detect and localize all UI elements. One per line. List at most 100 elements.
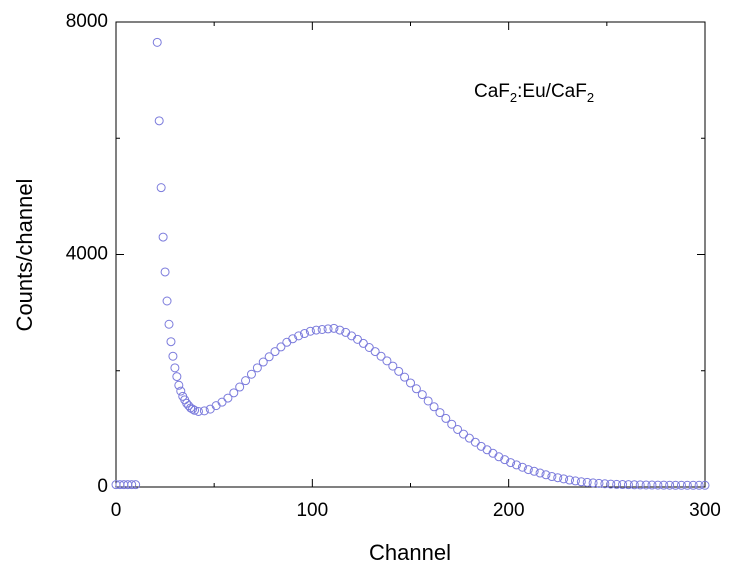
data-point bbox=[168, 351, 178, 361]
data-point bbox=[582, 477, 592, 487]
data-point bbox=[258, 357, 268, 367]
data-point bbox=[305, 326, 315, 336]
data-point bbox=[447, 419, 457, 429]
data-point bbox=[500, 455, 510, 465]
data-point bbox=[700, 480, 710, 490]
data-point bbox=[217, 397, 227, 407]
data-point bbox=[188, 404, 198, 414]
data-point bbox=[623, 480, 633, 490]
data-point bbox=[606, 479, 616, 489]
data-point bbox=[570, 476, 580, 486]
data-point bbox=[193, 406, 203, 416]
data-point bbox=[246, 369, 256, 379]
data-point bbox=[400, 372, 410, 382]
data-point bbox=[506, 458, 516, 468]
data-point bbox=[665, 480, 675, 490]
x-tick-label: 200 bbox=[493, 500, 525, 521]
data-point bbox=[223, 393, 233, 403]
data-point bbox=[241, 376, 251, 386]
data-point bbox=[252, 363, 262, 373]
data-point bbox=[635, 480, 645, 490]
data-point bbox=[612, 479, 622, 489]
data-point bbox=[323, 324, 333, 334]
data-point bbox=[270, 347, 280, 357]
data-point bbox=[453, 424, 463, 434]
data-point bbox=[370, 347, 380, 357]
data-point bbox=[629, 480, 639, 490]
data-point bbox=[641, 480, 651, 490]
data-point bbox=[488, 448, 498, 458]
data-point bbox=[406, 378, 415, 388]
data-point bbox=[176, 386, 186, 396]
data-point bbox=[553, 473, 563, 483]
y-tick-label: 4000 bbox=[66, 244, 108, 265]
data-point bbox=[647, 480, 657, 490]
data-point bbox=[199, 406, 209, 416]
data-point bbox=[162, 296, 172, 306]
data-point bbox=[158, 232, 168, 242]
data-point bbox=[512, 460, 522, 470]
annotation-part: CaF bbox=[474, 81, 510, 102]
data-point bbox=[600, 479, 610, 489]
annotation-subscript: 2 bbox=[587, 90, 594, 105]
data-point bbox=[429, 402, 439, 412]
data-point bbox=[382, 356, 392, 366]
data-point bbox=[676, 480, 686, 490]
y-tick-label: 8000 bbox=[66, 11, 108, 32]
data-point bbox=[347, 331, 357, 341]
data-point bbox=[694, 480, 704, 490]
data-point bbox=[160, 267, 170, 277]
data-point bbox=[335, 325, 345, 335]
annotation: CaF2:Eu/CaF2 bbox=[474, 81, 594, 105]
data-point bbox=[494, 452, 504, 462]
x-axis-label: Channel bbox=[369, 540, 451, 565]
data-point bbox=[264, 352, 274, 362]
data-point bbox=[166, 337, 176, 347]
data-point bbox=[411, 384, 421, 394]
data-point bbox=[294, 331, 304, 341]
data-point bbox=[154, 116, 164, 126]
data-point bbox=[170, 363, 180, 373]
data-point bbox=[464, 433, 474, 443]
data-point bbox=[476, 441, 486, 451]
data-point bbox=[517, 462, 527, 472]
data-point bbox=[423, 396, 433, 406]
x-tick-label: 300 bbox=[689, 500, 721, 521]
data-point bbox=[618, 480, 628, 490]
data-point bbox=[435, 408, 445, 418]
data-point bbox=[317, 324, 327, 334]
data-point bbox=[417, 390, 427, 400]
data-point bbox=[394, 366, 404, 376]
y-axis-label: Counts/channel bbox=[12, 179, 37, 332]
plot-frame bbox=[115, 21, 706, 488]
data-point bbox=[156, 183, 166, 193]
data-point bbox=[682, 480, 692, 490]
data-point bbox=[164, 319, 174, 329]
data-point bbox=[190, 405, 200, 415]
data-point bbox=[659, 480, 669, 490]
data-point bbox=[594, 478, 604, 488]
data-point bbox=[523, 465, 533, 475]
data-point bbox=[311, 325, 321, 335]
data-point bbox=[588, 478, 598, 488]
annotation-subscript: 2 bbox=[510, 90, 517, 105]
data-point bbox=[329, 323, 339, 333]
data-point bbox=[282, 337, 292, 347]
data-point bbox=[470, 437, 480, 447]
data-point bbox=[388, 361, 398, 371]
x-tick-label: 100 bbox=[296, 500, 328, 521]
data-point bbox=[358, 338, 368, 348]
data-point bbox=[211, 401, 221, 411]
data-point bbox=[653, 480, 663, 490]
data-point bbox=[576, 477, 586, 487]
data-point bbox=[559, 474, 569, 484]
data-point bbox=[529, 466, 539, 476]
data-point bbox=[688, 480, 698, 490]
data-point bbox=[376, 351, 386, 361]
data-point bbox=[299, 329, 309, 339]
data-point bbox=[671, 480, 681, 490]
data-point bbox=[276, 342, 286, 352]
data-point bbox=[364, 343, 374, 352]
data-point bbox=[152, 37, 162, 47]
